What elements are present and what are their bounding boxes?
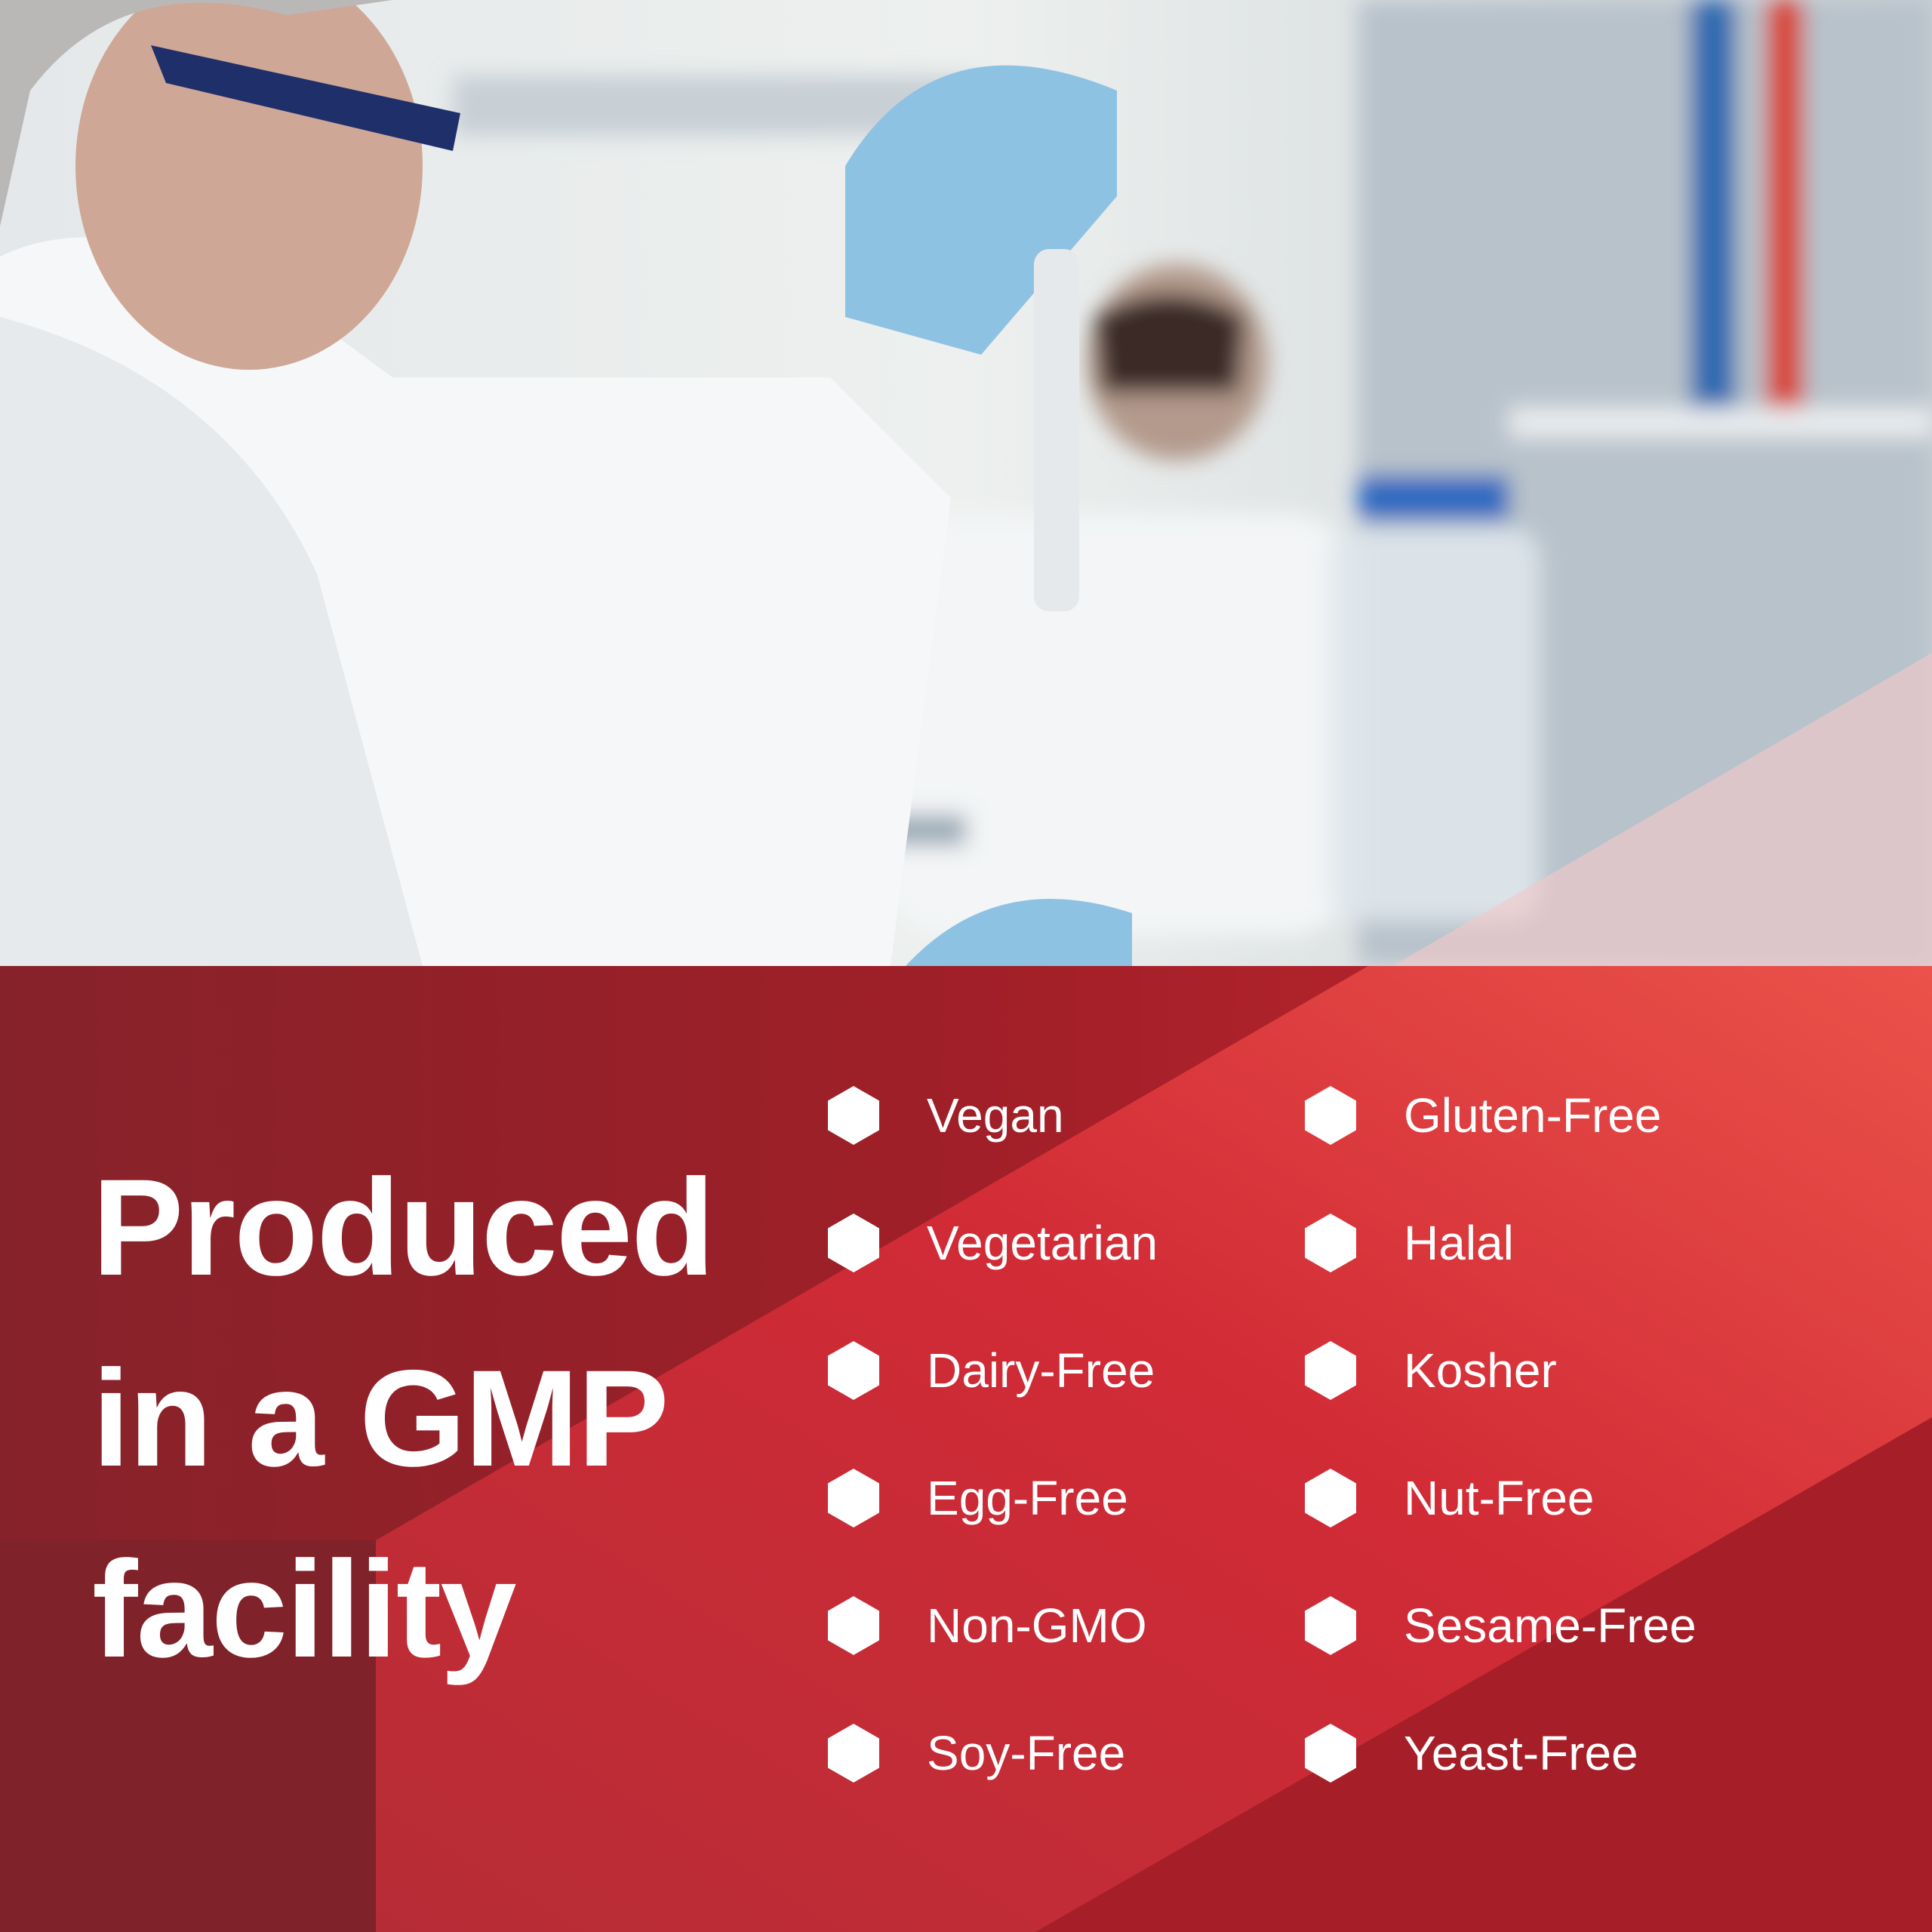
headline-line: Produced [92,1150,715,1304]
hexagon-icon [828,1596,879,1655]
red-background-panel [0,966,1932,1932]
feature-item: Sesame-Free [1305,1592,1697,1660]
feature-item: Halal [1305,1209,1514,1277]
feature-label: Gluten-Free [1404,1088,1662,1143]
feature-label: Yeast-Free [1404,1726,1638,1780]
feature-label: Non-GMO [927,1598,1147,1653]
feature-label: Soy-Free [927,1726,1126,1780]
hexagon-icon [1305,1596,1356,1655]
hexagon-icon [828,1214,879,1272]
hexagon-icon [1305,1086,1356,1145]
feature-label: Kosher [1404,1343,1557,1398]
hexagon-icon [1305,1724,1356,1783]
hexagon-icon [1305,1214,1356,1272]
hexagon-icon [828,1724,879,1783]
feature-item: Yeast-Free [1305,1719,1638,1787]
feature-item: Gluten-Free [1305,1081,1661,1149]
feature-label: Nut-Free [1404,1471,1595,1525]
feature-label: Vegetarian [927,1216,1158,1270]
feature-item: Dairy-Free [828,1337,1155,1404]
hexagon-icon [1305,1341,1356,1400]
hexagon-icon [1305,1469,1356,1527]
headline-line: in a GMP [92,1341,669,1495]
feature-item: Non-GMO [828,1592,1147,1660]
feature-item: Egg-Free [828,1464,1128,1532]
headline: Produced in a GMP facility [92,1132,715,1705]
hexagon-icon [828,1469,879,1527]
hexagon-icon [828,1341,879,1400]
hexagon-icon [828,1086,879,1145]
feature-item: Vegan [828,1081,1064,1149]
feature-item: Vegetarian [828,1209,1158,1277]
feature-item: Kosher [1305,1337,1557,1404]
headline-line: facility [92,1532,517,1686]
feature-label: Halal [1404,1216,1514,1270]
feature-label: Sesame-Free [1404,1598,1697,1653]
feature-label: Dairy-Free [927,1343,1155,1398]
feature-item: Nut-Free [1305,1464,1595,1532]
feature-label: Egg-Free [927,1471,1128,1525]
feature-label: Vegan [927,1088,1064,1143]
lab-scientist-photo [0,0,1932,966]
feature-item: Soy-Free [828,1719,1125,1787]
